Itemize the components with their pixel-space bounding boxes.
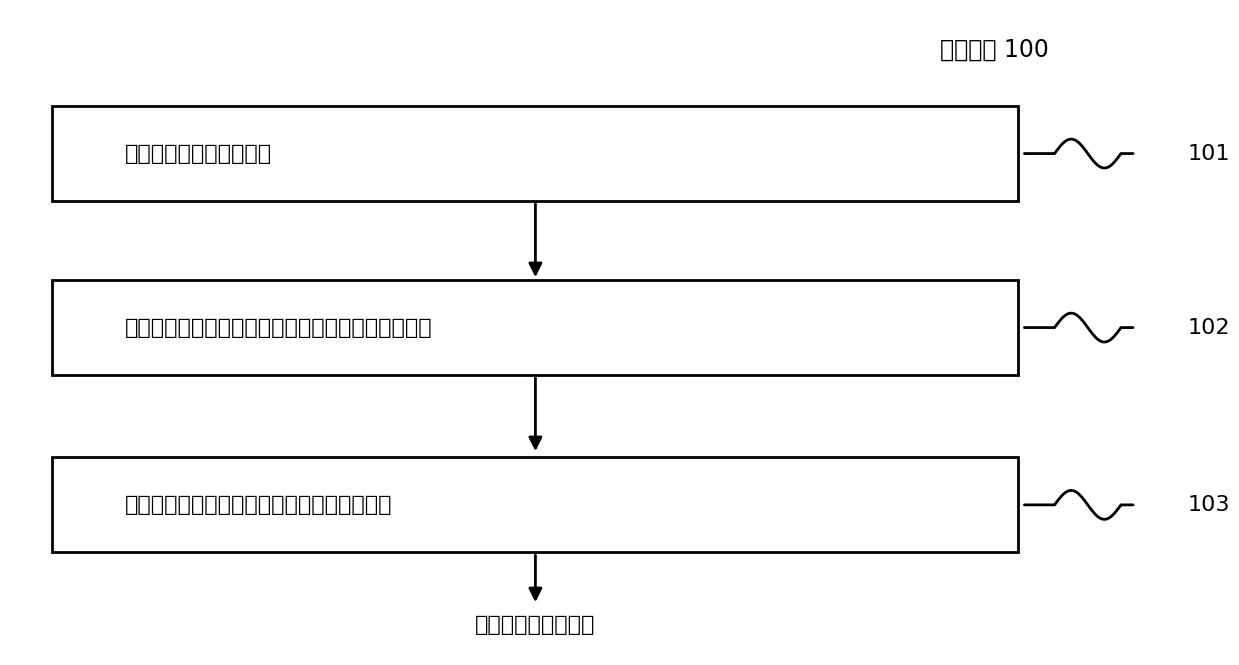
FancyBboxPatch shape <box>52 458 1018 553</box>
Text: 预测流程 100: 预测流程 100 <box>939 38 1048 62</box>
FancyBboxPatch shape <box>52 106 1018 201</box>
Text: 101: 101 <box>1187 144 1230 164</box>
Text: 血管路径的健康半径: 血管路径的健康半径 <box>476 614 596 634</box>
FancyBboxPatch shape <box>52 280 1018 375</box>
Text: 利用处理器在血管路径的半径峰值上进行回归: 利用处理器在血管路径的半径峰值上进行回归 <box>125 495 393 515</box>
Text: 103: 103 <box>1187 495 1230 515</box>
Text: 利用处理器，检测血管路径的血管半径中的半径峰值: 利用处理器，检测血管路径的血管半径中的半径峰值 <box>125 318 432 338</box>
Text: 获取血管路径的血管半径: 获取血管路径的血管半径 <box>125 144 273 164</box>
Text: 102: 102 <box>1187 318 1230 338</box>
